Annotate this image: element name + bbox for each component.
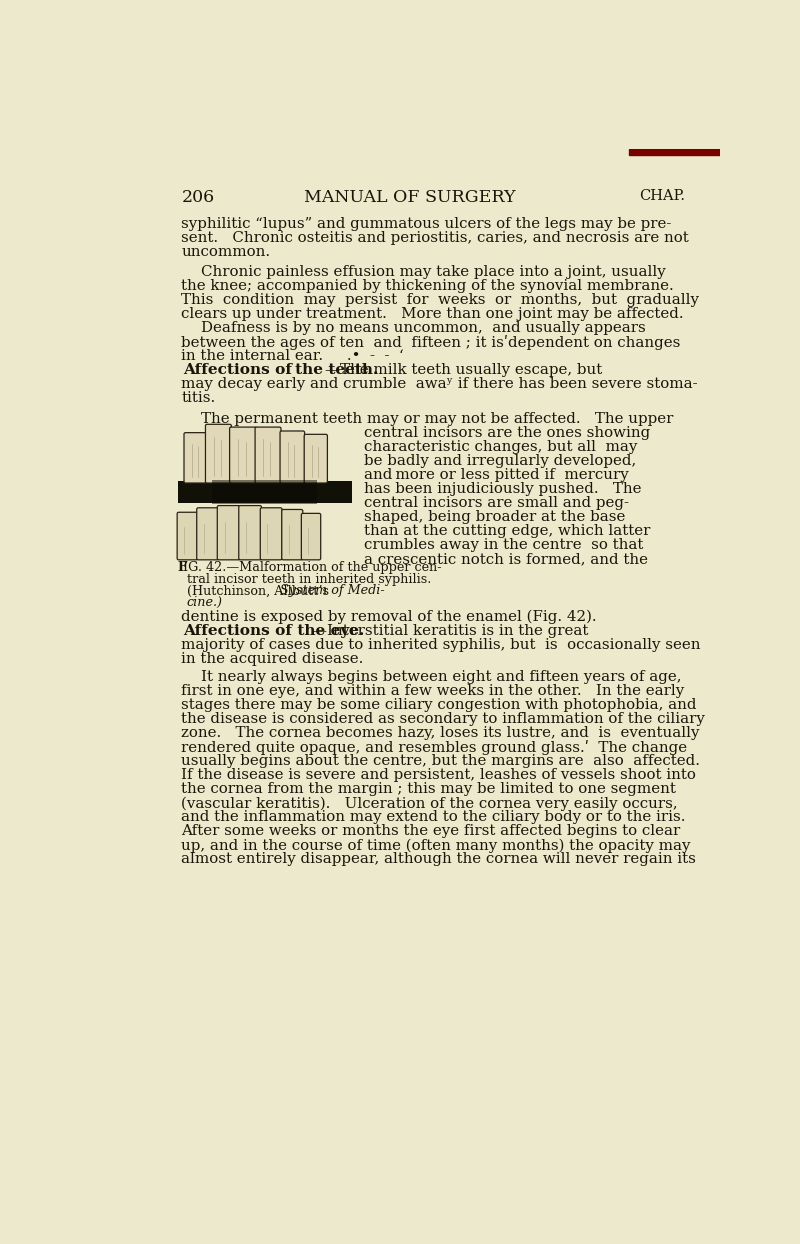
Text: and the inflammation may extend to the ciliary body or to the iris.: and the inflammation may extend to the c…	[182, 810, 686, 825]
Text: After some weeks or months the eye first affected begins to clear: After some weeks or months the eye first…	[182, 825, 681, 838]
Text: uncommon.: uncommon.	[182, 245, 270, 259]
Text: clears up under treatment.   More than one joint may be affected.: clears up under treatment. More than one…	[182, 307, 684, 321]
Text: in the acquired disease.: in the acquired disease.	[182, 652, 364, 666]
Text: Affections of the eye.: Affections of the eye.	[183, 624, 364, 638]
Text: —The milk teeth usually escape, but: —The milk teeth usually escape, but	[325, 363, 602, 377]
Text: central incisors are the ones showing: central incisors are the ones showing	[363, 425, 650, 440]
Text: If the disease is severe and persistent, leashes of vessels shoot into: If the disease is severe and persistent,…	[182, 769, 696, 782]
Text: This  condition  may  persist  for  weeks  or  months,  but  gradually: This condition may persist for weeks or …	[182, 292, 699, 307]
Text: central incisors are small and peg-: central incisors are small and peg-	[363, 496, 629, 510]
Text: up, and in the course of time (often many months) the opacity may: up, and in the course of time (often man…	[182, 838, 691, 852]
Text: F: F	[178, 561, 186, 575]
FancyBboxPatch shape	[230, 427, 257, 483]
Text: the cornea from the margin ; this may be limited to one segment: the cornea from the margin ; this may be…	[182, 782, 676, 796]
Text: Deafness is by no means uncommon,  and usually appears: Deafness is by no means uncommon, and us…	[201, 321, 646, 335]
Text: first in one eye, and within a few weeks in the other.   In the early: first in one eye, and within a few weeks…	[182, 684, 685, 698]
Text: shaped, being broader at the base: shaped, being broader at the base	[363, 510, 625, 524]
Text: titis.: titis.	[182, 391, 216, 404]
Text: stages there may be some ciliary congestion with photophobia, and: stages there may be some ciliary congest…	[182, 698, 697, 712]
Text: usually begins about the centre, but the margins are  also  affected.: usually begins about the centre, but the…	[182, 754, 700, 769]
Text: IG. 42.—Malformation of the upper cen-: IG. 42.—Malformation of the upper cen-	[183, 561, 442, 575]
Text: 206: 206	[182, 189, 214, 207]
Text: Affections of the teeth.: Affections of the teeth.	[183, 363, 378, 377]
FancyBboxPatch shape	[282, 510, 302, 560]
Text: Chronic painless effusion may take place into a joint, usually: Chronic painless effusion may take place…	[201, 265, 666, 279]
Text: than at the cutting edge, which latter: than at the cutting edge, which latter	[363, 524, 650, 537]
Text: the disease is considered as secondary to inflammation of the ciliary: the disease is considered as secondary t…	[182, 712, 706, 726]
FancyBboxPatch shape	[206, 424, 231, 483]
FancyBboxPatch shape	[197, 508, 218, 560]
FancyBboxPatch shape	[218, 505, 240, 560]
Text: between the ages of ten  and  fifteen ; it isʹdependent on changes: between the ages of ten and fifteen ; it…	[182, 335, 681, 350]
Text: cine.): cine.)	[187, 596, 222, 610]
Text: —Interstitial keratitis is in the great: —Interstitial keratitis is in the great	[311, 624, 588, 638]
FancyBboxPatch shape	[184, 433, 207, 483]
Text: (vascular keratitis).   Ulceration of the cornea very easily occurs,: (vascular keratitis). Ulceration of the …	[182, 796, 678, 811]
FancyBboxPatch shape	[302, 514, 321, 560]
Text: (Hutchinson, Allbutt’s: (Hutchinson, Allbutt’s	[187, 585, 333, 597]
Text: rendered quite opaque, and resembles ground glass.ʹ  The change: rendered quite opaque, and resembles gro…	[182, 740, 687, 755]
Text: almost entirely disappear, although the cornea will never regain its: almost entirely disappear, although the …	[182, 852, 696, 866]
Text: and more or less pitted if  mercury: and more or less pitted if mercury	[363, 468, 628, 481]
Text: may decay early and crumble  awaʸ if there has been severe stoma-: may decay early and crumble awaʸ if ther…	[182, 377, 698, 391]
FancyBboxPatch shape	[280, 430, 305, 483]
Text: has been injudiciously pushed.   The: has been injudiciously pushed. The	[363, 481, 641, 496]
Text: be badly and irregularly developed,: be badly and irregularly developed,	[363, 454, 636, 468]
Text: syphilitic “lupus” and gummatous ulcers of the legs may be pre-: syphilitic “lupus” and gummatous ulcers …	[182, 216, 672, 231]
Text: a crescentic notch is formed, and the: a crescentic notch is formed, and the	[363, 552, 647, 566]
Bar	[178, 425, 352, 559]
FancyBboxPatch shape	[255, 427, 281, 483]
FancyBboxPatch shape	[238, 505, 262, 560]
FancyBboxPatch shape	[177, 513, 198, 560]
Text: The permanent teeth may or may not be affected.   The upper: The permanent teeth may or may not be af…	[201, 412, 673, 425]
Bar	[630, 149, 720, 154]
Text: characteristic changes, but all  may: characteristic changes, but all may	[363, 440, 637, 454]
Text: It nearly always begins between eight and fifteen years of age,: It nearly always begins between eight an…	[201, 671, 682, 684]
Text: MANUAL OF SURGERY: MANUAL OF SURGERY	[304, 189, 516, 207]
Text: CHAP.: CHAP.	[638, 189, 685, 203]
Text: in the internal ear.     .•  -  -  ‘: in the internal ear. .• - - ‘	[182, 348, 404, 363]
Text: crumbles away in the centre  so that: crumbles away in the centre so that	[363, 537, 643, 552]
Bar	[178, 481, 352, 503]
Text: zone.   The cornea becomes hazy, loses its lustre, and  is  eventually: zone. The cornea becomes hazy, loses its…	[182, 726, 700, 740]
Text: tral incisor teeth in inherited syphilis.: tral incisor teeth in inherited syphilis…	[187, 573, 431, 586]
Text: the knee; accompanied by thickening of the synovial membrane.: the knee; accompanied by thickening of t…	[182, 279, 674, 292]
Text: dentine is exposed by removal of the enamel (Fig. 42).: dentine is exposed by removal of the ena…	[182, 610, 597, 624]
Bar	[212, 480, 317, 504]
Text: sent.   Chronic osteitis and periostitis, caries, and necrosis are not: sent. Chronic osteitis and periostitis, …	[182, 231, 689, 245]
Text: System of Medi-: System of Medi-	[280, 585, 385, 597]
Text: majority of cases due to inherited syphilis, but  is  occasionally seen: majority of cases due to inherited syphi…	[182, 638, 701, 652]
FancyBboxPatch shape	[260, 508, 282, 560]
FancyBboxPatch shape	[304, 434, 327, 483]
